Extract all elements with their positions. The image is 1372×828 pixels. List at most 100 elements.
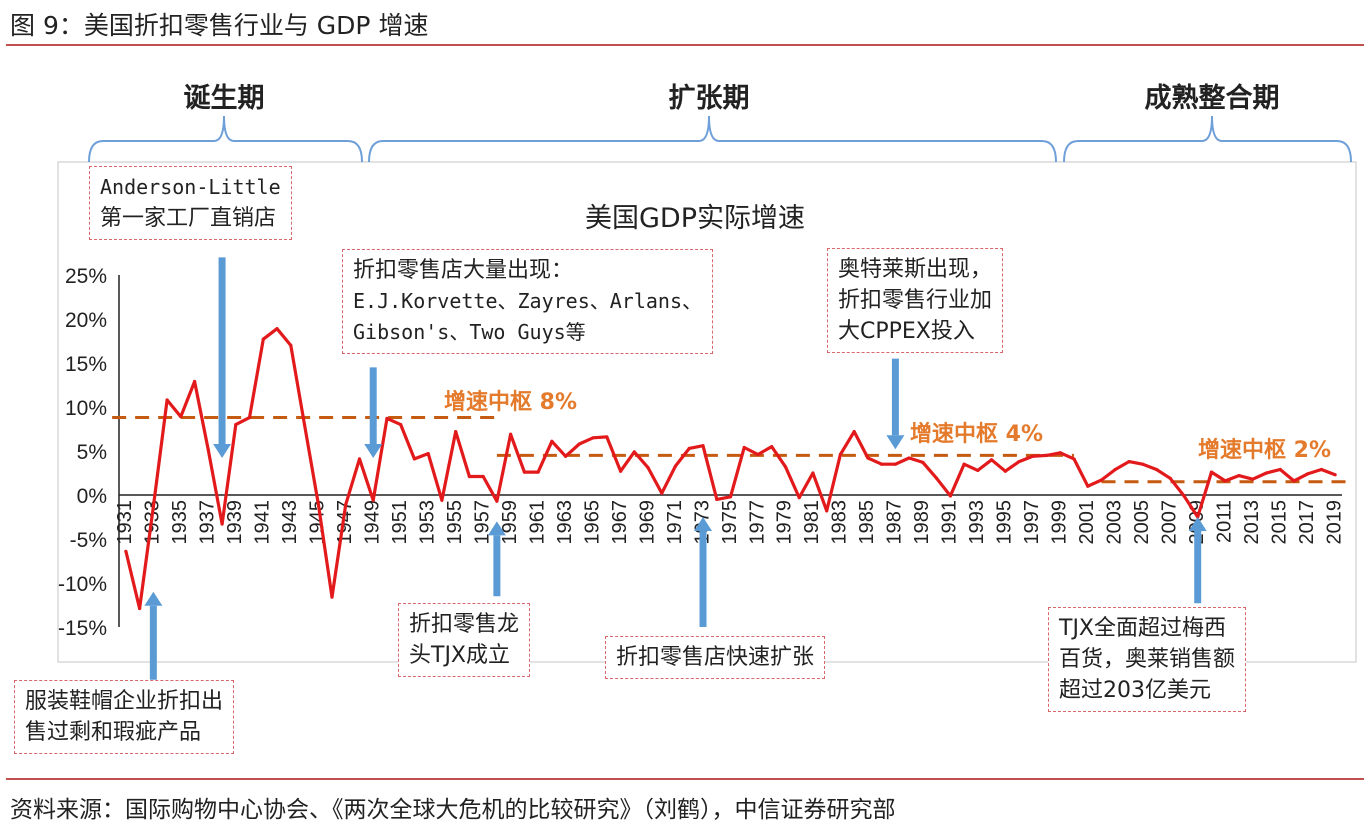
gdp-point: [124, 549, 128, 553]
x-tick-label: 1961: [526, 500, 548, 545]
gdp-point: [1031, 454, 1035, 458]
gdp-point: [591, 436, 595, 440]
gdp-point: [261, 337, 265, 341]
figure-title: 图 9：美国折扣零售行业与 GDP 增速: [10, 11, 429, 40]
y-tick-label: -15%: [58, 617, 107, 640]
gdp-point: [1127, 459, 1131, 464]
x-tick-label: 1943: [279, 500, 301, 545]
x-tick-label: 1995: [994, 500, 1016, 545]
phase-bracket-1: [368, 115, 1057, 163]
gdp-point: [605, 435, 609, 439]
gdp-point: [660, 491, 664, 495]
gdp-point: [1223, 479, 1227, 483]
x-tick-label: 2001: [1076, 500, 1098, 545]
gdp-point: [467, 474, 472, 479]
outlets-line-3: 大CPPEX投入: [838, 319, 975, 344]
apparel-line-1: 服装鞋帽企业折扣出: [25, 689, 224, 714]
gdp-point: [1099, 478, 1104, 482]
x-tick-label: 2005: [1131, 500, 1153, 545]
tjx-macy-line-2: 百货，奥莱销售额: [1059, 647, 1236, 672]
gdp-point: [1168, 476, 1172, 480]
x-tick-label: 1951: [389, 500, 411, 545]
gdp-point: [989, 458, 994, 462]
x-tick-label: 1949: [362, 500, 384, 545]
x-tick-label: 1969: [636, 500, 658, 545]
x-tick-label: 1983: [829, 500, 851, 545]
phase-expansion-label: 扩张期: [668, 83, 750, 114]
gdp-point: [385, 416, 389, 421]
gdp-point: [481, 474, 485, 479]
arrow-head-6: [1188, 517, 1207, 531]
gdp-point: [880, 462, 884, 466]
center-label-2pct: 增速中枢 2%: [1198, 438, 1332, 463]
gdp-point: [770, 445, 774, 449]
gdp-point: [426, 452, 430, 456]
x-tick-label: 2007: [1159, 500, 1181, 545]
gdp-point: [289, 343, 293, 347]
gdp-point: [742, 445, 746, 450]
gdp-point: [316, 502, 320, 506]
gdp-point: [866, 456, 870, 460]
gdp-point: [825, 509, 829, 513]
apparel-line-2: 售过剩和瑕疵产品: [25, 720, 202, 745]
x-tick-label: 1935: [169, 500, 191, 545]
x-tick-label: 1967: [609, 500, 631, 545]
tjx-macy-line-3: 超过203亿美元: [1059, 678, 1211, 703]
gdp-point: [811, 471, 815, 475]
x-tick-label: 1939: [224, 500, 246, 545]
gdp-point: [1251, 477, 1255, 481]
rapid-expansion-line-1: 折扣零售店快速扩张: [616, 645, 815, 670]
gdp-point: [1086, 484, 1090, 488]
gdp-point: [536, 470, 540, 474]
anderson-line-2: 第一家工厂直销店: [100, 206, 277, 231]
discount-emerge-line-2: E.J.Korvette、Zayres、Arlans、: [353, 289, 702, 313]
gdp-point: [206, 448, 210, 452]
gdp-point: [1264, 471, 1269, 475]
gdp-point: [893, 462, 897, 466]
gdp-point: [440, 498, 444, 502]
gdp-point: [220, 522, 224, 526]
gdp-point: [1333, 473, 1337, 477]
y-axis: 25% 20% 15% 10% 5% 0% -5% -10% -15%: [58, 265, 120, 640]
x-tick-label: 1941: [252, 500, 274, 545]
gdp-point: [302, 423, 307, 427]
apparel-annotation: 服装鞋帽企业折扣出 售过剩和瑕疵产品: [14, 680, 235, 754]
gdp-point: [1058, 451, 1062, 455]
gdp-point: [1141, 462, 1145, 466]
phase-brackets: [88, 115, 1352, 163]
gdp-point: [907, 456, 911, 460]
arrow-head-0: [213, 444, 232, 459]
rapid-expansion-annotation: 折扣零售店快速扩张: [605, 636, 826, 679]
x-tick-label: 1965: [581, 500, 603, 545]
y-tick-label: 0%: [77, 485, 107, 508]
gdp-point: [495, 499, 499, 503]
gdp-point: [330, 595, 334, 599]
top-divider: [6, 44, 1364, 46]
x-tick-label: 1955: [444, 500, 466, 545]
x-tick-label: 2015: [1268, 500, 1290, 545]
gdp-point: [687, 446, 691, 450]
arrow-head-3: [144, 591, 163, 606]
gdp-point: [550, 439, 554, 443]
gdp-point: [344, 503, 348, 507]
y-tick-label: 5%: [77, 441, 107, 464]
center-label-4pct: 增速中枢 4%: [910, 422, 1044, 447]
gdp-point: [838, 452, 843, 457]
gdp-growth-line: [124, 327, 1336, 611]
gdp-point: [412, 457, 417, 461]
gdp-point: [1003, 469, 1007, 473]
anderson-annotation: Anderson-Little 第一家工厂直销店: [89, 166, 292, 240]
source-note: 资料来源：国际购物中心协会、《两次全球大危机的比较研究》（刘鹤），中信证券研究部: [10, 797, 896, 823]
gdp-point: [921, 460, 925, 465]
x-tick-label: 1957: [471, 500, 493, 545]
outlets-annotation: 奥特莱斯出现， 折扣零售行业加 大CPPEX投入: [827, 248, 1004, 353]
center-label-8pct: 增速中枢 8%: [444, 390, 578, 415]
gdp-point: [357, 457, 362, 461]
x-tick-label: 1947: [334, 500, 356, 545]
phase-bracket-2: [1063, 115, 1352, 163]
y-tick-label: 20%: [65, 309, 107, 332]
gdp-point: [632, 450, 636, 454]
x-tick-label: 1953: [416, 500, 438, 545]
gdp-point: [577, 442, 581, 446]
outlets-line-2: 折扣零售行业加: [838, 288, 993, 313]
